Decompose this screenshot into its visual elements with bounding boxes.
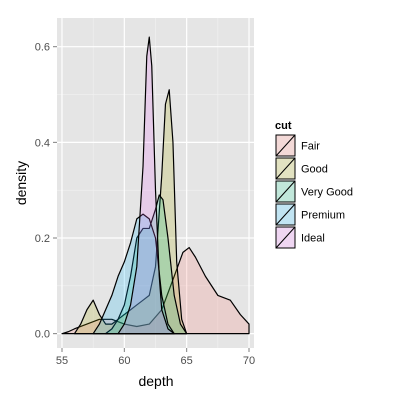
legend-label: Fair [301, 141, 320, 153]
legend-key-slash [275, 203, 296, 226]
x-tick-label: 70 [243, 355, 255, 367]
legend-key-slash [275, 180, 296, 203]
y-axis-title: density [13, 161, 29, 205]
legend-key-slash [275, 134, 296, 157]
x-tick-label: 60 [118, 355, 130, 367]
density-area-very-good [105, 194, 188, 335]
density-area-ideal [117, 36, 175, 335]
legend-label: Very Good [301, 187, 353, 199]
density-areas [61, 36, 250, 335]
y-tick-label: 0.2 [35, 233, 50, 245]
legend-item-ideal: Ideal [274, 225, 325, 250]
x-tick-label: 55 [56, 355, 68, 367]
legend-label: Premium [301, 210, 345, 222]
axes: 55 60 65 70 0.0 0.2 0.4 0.6 [35, 42, 255, 367]
legend-item-premium: Premium [274, 202, 345, 227]
x-tick-label: 65 [181, 355, 193, 367]
y-tick-label: 0.6 [35, 42, 50, 54]
legend-item-very-good: Very Good [274, 179, 353, 204]
y-tick-label: 0.0 [35, 329, 50, 341]
legend-key-slash [275, 226, 296, 249]
legend: Fair Good Very Good Premium Ideal [274, 133, 353, 250]
x-axis-title: depth [138, 373, 173, 389]
density-area-premium [92, 213, 175, 335]
legend-label: Ideal [301, 233, 325, 245]
legend-title: cut [275, 120, 292, 132]
density-area-fair [61, 246, 250, 335]
legend-key-slash [275, 157, 296, 180]
legend-item-fair: Fair [274, 133, 320, 158]
legend-item-good: Good [274, 156, 328, 181]
legend-label: Good [301, 164, 328, 176]
y-tick-label: 0.4 [35, 137, 50, 149]
